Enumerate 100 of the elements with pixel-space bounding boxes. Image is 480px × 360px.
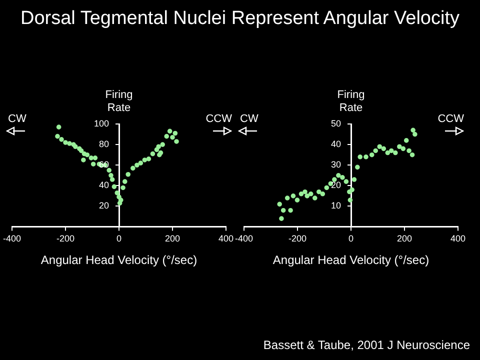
point (364, 154, 368, 160)
point (138, 160, 144, 166)
x-tick-label: 400 (450, 234, 466, 244)
point (280, 208, 286, 213)
point (340, 175, 345, 180)
point (114, 190, 120, 196)
y-tick-label: 10 (330, 200, 342, 211)
x-tick-label: -200 (288, 234, 307, 244)
annotation: CCW (438, 113, 465, 125)
point (172, 130, 178, 136)
x-tick-label: -400 (235, 234, 254, 244)
point (348, 198, 353, 202)
point (150, 151, 156, 156)
point (302, 189, 308, 194)
point (88, 156, 94, 160)
point (381, 146, 386, 152)
point (126, 172, 130, 177)
point (108, 173, 114, 178)
y-tick-label: 20 (98, 200, 110, 211)
point (412, 132, 418, 137)
point (336, 173, 341, 178)
point (106, 168, 112, 173)
x-tick-label: -200 (56, 234, 75, 244)
point (406, 148, 412, 154)
point (324, 185, 330, 190)
x-tick-label: 400 (218, 234, 234, 244)
point (117, 200, 122, 206)
y-tick-label: 40 (98, 180, 110, 190)
point (279, 216, 284, 221)
point (73, 144, 78, 150)
point (174, 139, 179, 144)
point (400, 146, 406, 152)
point (164, 134, 170, 139)
point (112, 184, 117, 190)
point (308, 192, 314, 196)
point (344, 179, 349, 184)
point (320, 192, 326, 196)
annotation: CW (8, 113, 27, 125)
point (373, 148, 378, 154)
x-tick-label: 0 (348, 234, 354, 244)
point (312, 196, 318, 200)
point (277, 202, 282, 207)
y-axis-title: Firing Rate (105, 89, 133, 114)
point (142, 158, 148, 162)
point (120, 185, 126, 190)
point (63, 140, 68, 145)
point (110, 177, 115, 182)
point (90, 162, 96, 166)
point (404, 138, 409, 143)
point (352, 177, 357, 182)
point (388, 148, 394, 154)
point (350, 187, 354, 192)
point (385, 150, 390, 156)
point (156, 144, 161, 150)
y-tick-label: 80 (98, 139, 110, 150)
point (84, 152, 90, 158)
point (59, 137, 64, 142)
annotation: CW (240, 113, 259, 125)
point (316, 189, 322, 194)
point (116, 194, 122, 200)
point (81, 158, 86, 162)
point (369, 152, 374, 158)
x-tick-label: 200 (396, 234, 412, 244)
point (160, 142, 166, 147)
chart-title: Dorsal Tegmental Nuclei Represent Angular Velocity (20, 8, 460, 30)
point (56, 124, 62, 130)
y-axis-title: Firing Rate (337, 89, 365, 114)
point (130, 166, 136, 171)
x-tick-label: 200 (164, 234, 180, 244)
x-axis-title: Angular Head Velocity (°/sec) (40, 253, 198, 268)
y-tick-label: 50 (330, 118, 342, 128)
point (67, 141, 72, 146)
annotation: CCW (206, 113, 233, 125)
x-tick-label: -400 (3, 234, 22, 244)
y-tick-label: 20 (330, 180, 342, 190)
point (377, 144, 382, 150)
point (355, 164, 360, 170)
point (304, 194, 310, 198)
point (122, 179, 128, 184)
point (294, 198, 300, 202)
point (55, 134, 60, 139)
point (410, 128, 416, 133)
point (410, 152, 415, 158)
point (332, 177, 337, 182)
point (397, 144, 402, 150)
y-tick-label: 40 (330, 139, 342, 150)
y-tick-label: 30 (330, 160, 342, 170)
point (358, 154, 362, 160)
text: Bassett & Taube, 2001 J Neuroscience (263, 338, 470, 352)
point (134, 162, 140, 168)
point (290, 194, 296, 198)
point (170, 134, 175, 140)
point (288, 208, 293, 213)
point (298, 192, 304, 196)
point (284, 196, 290, 200)
point (167, 128, 172, 134)
x-tick-label: 0 (116, 234, 122, 244)
point (393, 150, 398, 156)
x-axis-title: Angular Head Velocity (°/sec) (272, 253, 430, 268)
y-tick-label: 100 (94, 118, 110, 128)
